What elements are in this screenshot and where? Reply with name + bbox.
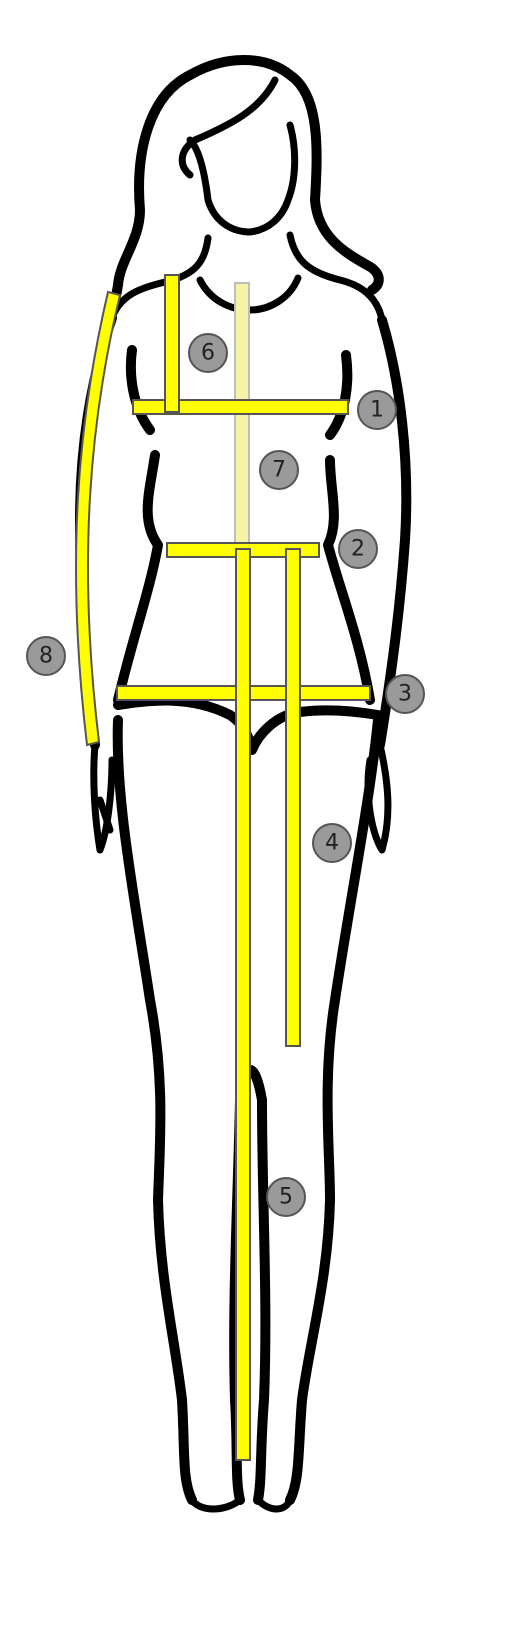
marker-1-label: 1	[370, 398, 384, 423]
marker-8: 8	[26, 636, 66, 676]
marker-5-label: 5	[279, 1185, 293, 1210]
marker-4-label: 4	[325, 831, 339, 856]
marker-6: 6	[188, 333, 228, 373]
arm-length-tape	[75, 290, 122, 747]
marker-7-label: 7	[272, 458, 286, 483]
marker-1: 1	[357, 390, 397, 430]
waist-to-knee-tape	[285, 548, 301, 1047]
markers: 1 2 3 4 5 6 7 8	[26, 333, 425, 1217]
bust-tape	[132, 399, 349, 415]
marker-5: 5	[266, 1177, 306, 1217]
marker-6-label: 6	[201, 341, 215, 366]
measurement-tapes	[75, 274, 371, 1461]
shoulder-to-bust-tape	[164, 274, 180, 413]
marker-7: 7	[259, 450, 299, 490]
marker-3: 3	[385, 674, 425, 714]
marker-4: 4	[312, 823, 352, 863]
marker-2-label: 2	[351, 537, 365, 562]
marker-2: 2	[338, 529, 378, 569]
marker-8-label: 8	[39, 644, 53, 669]
waist-to-floor-tape	[235, 548, 251, 1461]
marker-3-label: 3	[398, 682, 412, 707]
